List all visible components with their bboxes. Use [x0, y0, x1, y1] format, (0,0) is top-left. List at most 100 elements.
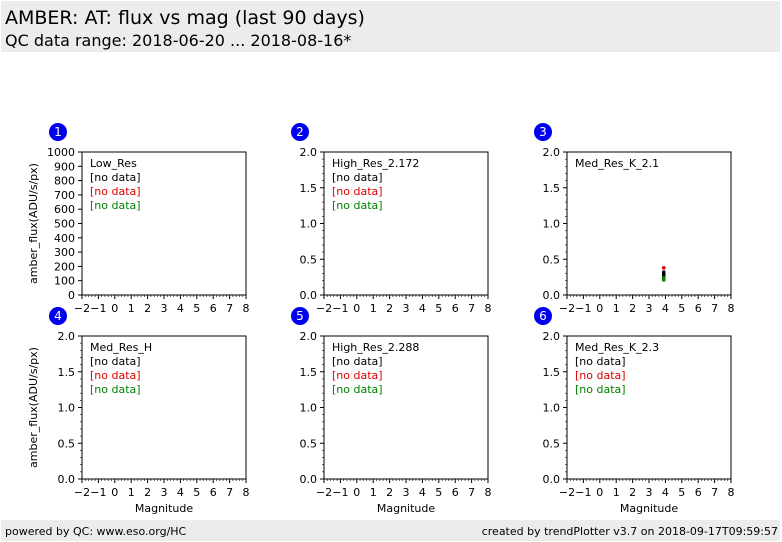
y-tick-label: 1.0 — [300, 402, 318, 415]
x-tick-label: 1 — [128, 302, 135, 315]
y-tick-label: 800 — [54, 175, 75, 188]
no-data-label: [no data] — [90, 383, 141, 396]
panel-name: High_Res_2.172 — [332, 157, 419, 170]
x-tick-label: 6 — [210, 486, 217, 499]
x-tick-label: −2 — [316, 486, 332, 499]
x-tick-label: −2 — [74, 486, 90, 499]
y-axis-label: amber_flux(ADU/s/px) — [27, 163, 40, 284]
x-tick-label: 4 — [419, 486, 426, 499]
panel-number-label: 2 — [296, 125, 304, 139]
report-header: AMBER: AT: flux vs mag (last 90 days) QC… — [1, 1, 780, 52]
panel-number-label: 6 — [539, 309, 547, 323]
x-tick-label: 5 — [193, 486, 200, 499]
panel-number-label: 5 — [296, 309, 304, 323]
panel-name: Low_Res — [90, 157, 137, 170]
no-data-label: [no data] — [332, 199, 383, 212]
y-tick-label: 2.0 — [300, 330, 318, 343]
no-data-label: [no data] — [575, 383, 626, 396]
y-tick-label: 100 — [54, 275, 75, 288]
x-tick-label: −1 — [332, 486, 348, 499]
x-tick-label: 2 — [386, 486, 393, 499]
x-tick-label: 3 — [403, 486, 410, 499]
y-tick-label: 1.5 — [300, 366, 318, 379]
x-tick-label: 7 — [711, 486, 718, 499]
panel-number-label: 1 — [54, 125, 62, 139]
x-tick-label: 8 — [243, 302, 250, 315]
no-data-label: [no data] — [332, 171, 383, 184]
y-tick-label: 0.0 — [543, 473, 561, 486]
y-tick-label: 1.5 — [58, 366, 76, 379]
x-tick-label: 0 — [353, 302, 360, 315]
panel-number-badge — [291, 123, 309, 141]
x-tick-label: 1 — [613, 302, 620, 315]
x-tick-label: 1 — [370, 302, 377, 315]
x-tick-label: 3 — [646, 486, 653, 499]
x-tick-label: 8 — [485, 486, 492, 499]
x-axis-label: Magnitude — [620, 502, 679, 515]
x-tick-label: −2 — [559, 486, 575, 499]
x-tick-label: 6 — [452, 302, 459, 315]
x-tick-label: 3 — [161, 486, 168, 499]
x-tick-label: 3 — [403, 302, 410, 315]
x-tick-label: 7 — [468, 302, 475, 315]
x-tick-label: 6 — [695, 486, 702, 499]
y-tick-label: 0.5 — [543, 253, 561, 266]
x-tick-label: 3 — [161, 302, 168, 315]
x-axis-label: Magnitude — [135, 502, 194, 515]
x-tick-label: −1 — [332, 302, 348, 315]
y-tick-label: 0.0 — [300, 289, 318, 302]
no-data-label: [no data] — [90, 171, 141, 184]
x-tick-label: 0 — [596, 486, 603, 499]
x-tick-label: 0 — [596, 302, 603, 315]
y-tick-label: 400 — [54, 232, 75, 245]
x-tick-label: 2 — [629, 486, 636, 499]
x-tick-label: 1 — [613, 486, 620, 499]
panel-number-badge — [49, 123, 67, 141]
x-tick-label: 0 — [111, 302, 118, 315]
x-tick-label: −2 — [559, 302, 575, 315]
x-tick-label: 2 — [144, 302, 151, 315]
no-data-label: [no data] — [332, 383, 383, 396]
y-tick-label: 1.0 — [58, 402, 76, 415]
x-axis-label: Magnitude — [377, 502, 436, 515]
y-tick-label: 2.0 — [543, 146, 561, 159]
x-tick-label: 7 — [226, 302, 233, 315]
no-data-label: [no data] — [332, 355, 383, 368]
x-tick-label: 8 — [243, 486, 250, 499]
x-tick-label: −1 — [575, 486, 591, 499]
panel-name: High_Res_2.288 — [332, 341, 419, 354]
page-subtitle: QC data range: 2018-06-20 ... 2018-08-16… — [5, 31, 352, 50]
x-tick-label: 7 — [711, 302, 718, 315]
y-tick-label: 500 — [54, 218, 75, 231]
x-tick-label: 6 — [452, 486, 459, 499]
no-data-label: [no data] — [575, 355, 626, 368]
x-tick-label: 8 — [728, 486, 735, 499]
y-tick-label: 900 — [54, 160, 75, 173]
panel-name: Med_Res_K_2.3 — [575, 341, 659, 354]
x-tick-label: 7 — [468, 486, 475, 499]
y-tick-label: 1.5 — [543, 182, 561, 195]
x-tick-label: 2 — [386, 302, 393, 315]
x-tick-label: 3 — [646, 302, 653, 315]
x-tick-label: 6 — [695, 302, 702, 315]
x-tick-label: −2 — [74, 302, 90, 315]
y-tick-label: 1.0 — [543, 402, 561, 415]
y-tick-label: 2.0 — [543, 330, 561, 343]
x-tick-label: 5 — [193, 302, 200, 315]
panel-number-label: 4 — [54, 309, 62, 323]
y-tick-label: 200 — [54, 260, 75, 273]
x-tick-label: 4 — [177, 302, 184, 315]
x-tick-label: 1 — [128, 486, 135, 499]
axes-frame — [566, 151, 732, 296]
x-tick-label: 7 — [226, 486, 233, 499]
x-tick-label: 4 — [662, 486, 669, 499]
no-data-label: [no data] — [90, 199, 141, 212]
x-tick-label: −1 — [90, 302, 106, 315]
x-tick-label: 5 — [435, 486, 442, 499]
panel-name: Med_Res_K_2.1 — [575, 157, 659, 170]
panel-number-badge — [49, 307, 67, 325]
x-tick-label: 2 — [629, 302, 636, 315]
y-tick-label: 1.0 — [543, 218, 561, 231]
x-tick-label: −1 — [575, 302, 591, 315]
